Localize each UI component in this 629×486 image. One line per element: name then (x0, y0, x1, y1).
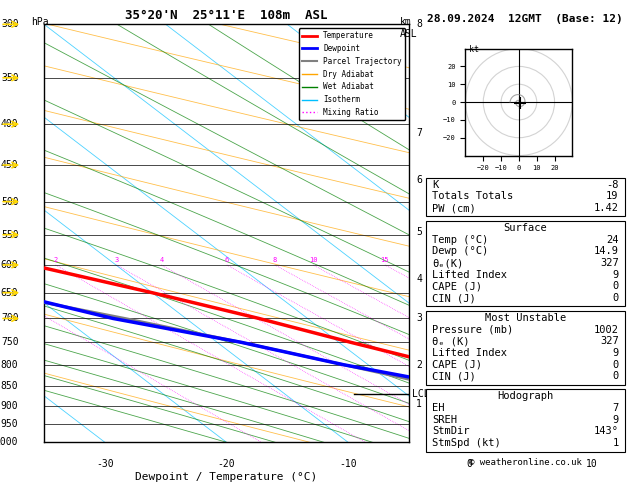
Text: kt: kt (469, 45, 479, 54)
Text: 143°: 143° (594, 427, 619, 436)
Text: 1.42: 1.42 (594, 203, 619, 213)
Text: 0: 0 (613, 360, 619, 370)
Text: 350: 350 (1, 73, 18, 83)
Text: km
ASL: km ASL (399, 17, 417, 38)
Text: 14.9: 14.9 (594, 246, 619, 257)
Text: 10: 10 (586, 459, 597, 469)
Text: 2: 2 (416, 360, 422, 370)
Text: 6: 6 (225, 257, 229, 263)
Text: 327: 327 (600, 336, 619, 347)
Text: Lifted Index: Lifted Index (431, 270, 507, 280)
Text: 0: 0 (613, 293, 619, 303)
Text: 9: 9 (613, 348, 619, 358)
Text: 4: 4 (159, 257, 164, 263)
Text: 1: 1 (613, 438, 619, 448)
Text: 0: 0 (613, 281, 619, 292)
Text: Most Unstable: Most Unstable (484, 313, 566, 323)
Text: © weatheronline.co.uk: © weatheronline.co.uk (469, 458, 582, 467)
Text: StmSpd (kt): StmSpd (kt) (431, 438, 501, 448)
Text: 800: 800 (1, 360, 18, 370)
Text: 10: 10 (309, 257, 318, 263)
Text: StmDir: StmDir (431, 427, 469, 436)
Text: -20: -20 (218, 459, 235, 469)
Text: 400: 400 (1, 119, 18, 129)
FancyBboxPatch shape (426, 178, 625, 216)
Text: 900: 900 (1, 400, 18, 411)
Text: LCL: LCL (413, 389, 430, 399)
FancyBboxPatch shape (426, 311, 625, 385)
Text: 8: 8 (416, 19, 422, 29)
Text: 1000: 1000 (0, 437, 18, 447)
Text: 750: 750 (1, 337, 18, 347)
Text: 6: 6 (416, 175, 422, 185)
FancyBboxPatch shape (426, 221, 625, 307)
Text: 7: 7 (613, 403, 619, 413)
Text: 8: 8 (273, 257, 277, 263)
Text: 950: 950 (1, 419, 18, 430)
Text: 5: 5 (416, 226, 422, 237)
Text: -10: -10 (339, 459, 357, 469)
Text: 550: 550 (1, 230, 18, 240)
Text: -8: -8 (606, 180, 619, 190)
Text: Dewpoint / Temperature (°C): Dewpoint / Temperature (°C) (135, 471, 318, 482)
Text: Totals Totals: Totals Totals (431, 191, 513, 201)
Text: Temp (°C): Temp (°C) (431, 235, 488, 245)
Text: Lifted Index: Lifted Index (431, 348, 507, 358)
Text: 19: 19 (606, 191, 619, 201)
Text: 7: 7 (416, 128, 422, 138)
Text: CIN (J): CIN (J) (431, 371, 476, 382)
Text: CAPE (J): CAPE (J) (431, 281, 482, 292)
Text: 0: 0 (613, 371, 619, 382)
Text: 25: 25 (475, 257, 483, 263)
Text: 3: 3 (416, 313, 422, 324)
Text: SREH: SREH (431, 415, 457, 425)
Text: 1: 1 (416, 399, 422, 409)
Text: 327: 327 (600, 258, 619, 268)
Legend: Temperature, Dewpoint, Parcel Trajectory, Dry Adiabat, Wet Adiabat, Isotherm, Mi: Temperature, Dewpoint, Parcel Trajectory… (299, 28, 405, 120)
Text: 650: 650 (1, 288, 18, 298)
Text: 300: 300 (1, 19, 18, 29)
Text: 2: 2 (53, 257, 58, 263)
Text: 700: 700 (1, 313, 18, 324)
Text: Hodograph: Hodograph (497, 392, 554, 401)
Text: 600: 600 (1, 260, 18, 270)
Text: 1002: 1002 (594, 325, 619, 335)
Text: Pressure (mb): Pressure (mb) (431, 325, 513, 335)
Text: CAPE (J): CAPE (J) (431, 360, 482, 370)
Title: 35°20'N  25°11'E  108m  ASL: 35°20'N 25°11'E 108m ASL (125, 9, 328, 22)
Text: θₑ (K): θₑ (K) (431, 336, 469, 347)
Text: EH: EH (431, 403, 444, 413)
Text: 24: 24 (606, 235, 619, 245)
Text: -30: -30 (96, 459, 114, 469)
Text: K: K (431, 180, 438, 190)
Text: 500: 500 (1, 197, 18, 207)
Text: 850: 850 (1, 381, 18, 391)
Text: θₑ(K): θₑ(K) (431, 258, 463, 268)
Text: 0: 0 (467, 459, 472, 469)
Text: 3: 3 (114, 257, 119, 263)
Text: 15: 15 (381, 257, 389, 263)
Text: 28.09.2024  12GMT  (Base: 12): 28.09.2024 12GMT (Base: 12) (427, 15, 623, 24)
Text: CIN (J): CIN (J) (431, 293, 476, 303)
FancyBboxPatch shape (426, 389, 625, 451)
Text: 9: 9 (613, 415, 619, 425)
Text: hPa: hPa (31, 17, 49, 27)
Text: 450: 450 (1, 160, 18, 170)
Text: Surface: Surface (503, 223, 547, 233)
Text: 20: 20 (433, 257, 442, 263)
Text: Dewp (°C): Dewp (°C) (431, 246, 488, 257)
Text: 4: 4 (416, 274, 422, 284)
Text: 9: 9 (613, 270, 619, 280)
Text: PW (cm): PW (cm) (431, 203, 476, 213)
